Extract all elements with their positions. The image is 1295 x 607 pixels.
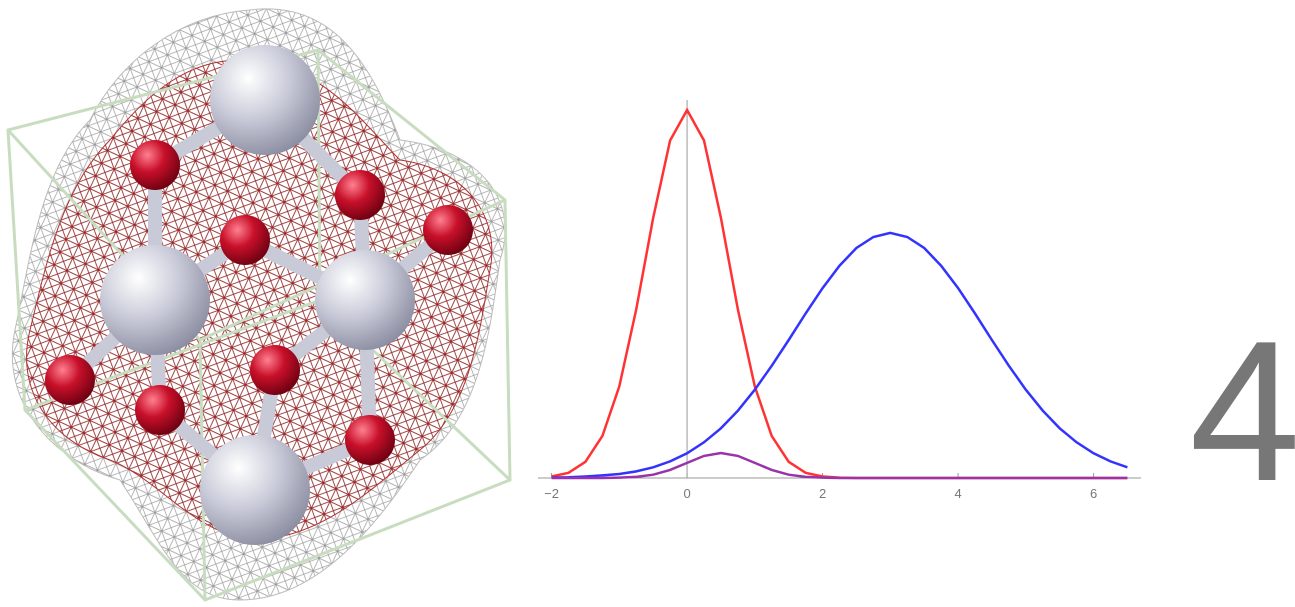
big-label: 4 [1189,300,1295,523]
figure: −2 0 2 4 6 4 [0,0,1295,607]
x-tick-label: 2 [819,486,826,501]
page: −20246 4 (() => { const data = JSON.pars… [0,0,1295,607]
series-line [552,233,1128,478]
series-line [552,110,1128,478]
x-tick-label: 6 [1090,486,1097,501]
plot: −2 0 2 4 6 [538,100,1141,501]
series-line [552,453,1128,478]
x-tick-label: 0 [683,486,690,501]
x-tick-label: −2 [544,486,559,501]
x-tick-label: 4 [954,486,961,501]
molecule [8,9,510,600]
